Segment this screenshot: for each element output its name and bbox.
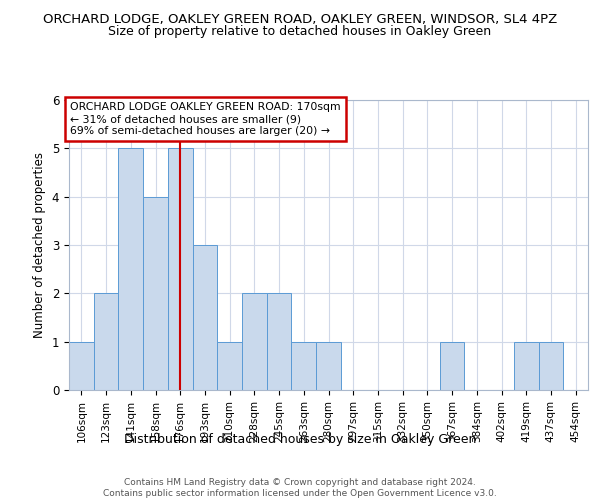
Bar: [193, 245, 217, 390]
Bar: [292, 342, 316, 390]
Bar: [242, 294, 267, 390]
Bar: [267, 294, 292, 390]
Text: Contains HM Land Registry data © Crown copyright and database right 2024.
Contai: Contains HM Land Registry data © Crown c…: [103, 478, 497, 498]
Bar: [69, 342, 94, 390]
Bar: [168, 148, 193, 390]
Bar: [143, 196, 168, 390]
Bar: [514, 342, 539, 390]
Bar: [440, 342, 464, 390]
Text: ORCHARD LODGE OAKLEY GREEN ROAD: 170sqm
← 31% of detached houses are smaller (9): ORCHARD LODGE OAKLEY GREEN ROAD: 170sqm …: [70, 102, 341, 136]
Text: Size of property relative to detached houses in Oakley Green: Size of property relative to detached ho…: [109, 25, 491, 38]
Text: Distribution of detached houses by size in Oakley Green: Distribution of detached houses by size …: [124, 432, 476, 446]
Bar: [94, 294, 118, 390]
Text: ORCHARD LODGE, OAKLEY GREEN ROAD, OAKLEY GREEN, WINDSOR, SL4 4PZ: ORCHARD LODGE, OAKLEY GREEN ROAD, OAKLEY…: [43, 12, 557, 26]
Bar: [316, 342, 341, 390]
Bar: [539, 342, 563, 390]
Y-axis label: Number of detached properties: Number of detached properties: [33, 152, 46, 338]
Bar: [217, 342, 242, 390]
Bar: [118, 148, 143, 390]
